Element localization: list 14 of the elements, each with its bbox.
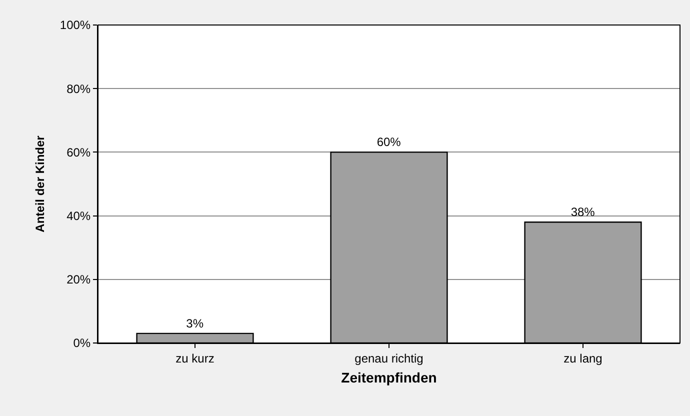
data-label: 38% — [570, 205, 596, 220]
y-tick-label: 80% — [66, 82, 91, 96]
y-tick-label: 20% — [66, 272, 91, 287]
x-tick-label: zu kurz — [176, 351, 214, 366]
x-tick-label: genau richtig — [354, 351, 424, 366]
data-label: 3% — [186, 316, 204, 330]
y-tick-label: 100% — [60, 18, 91, 32]
y-axis-title: Anteil der Kinder — [33, 135, 48, 232]
y-tick-label: 40% — [66, 209, 91, 223]
x-tick-label: zu lang — [564, 351, 602, 366]
data-label: 60% — [376, 135, 402, 150]
y-tick-label: 60% — [66, 145, 91, 160]
y-tick-label: 0% — [73, 336, 91, 350]
x-axis-title: Zeitempfinden — [341, 370, 437, 386]
